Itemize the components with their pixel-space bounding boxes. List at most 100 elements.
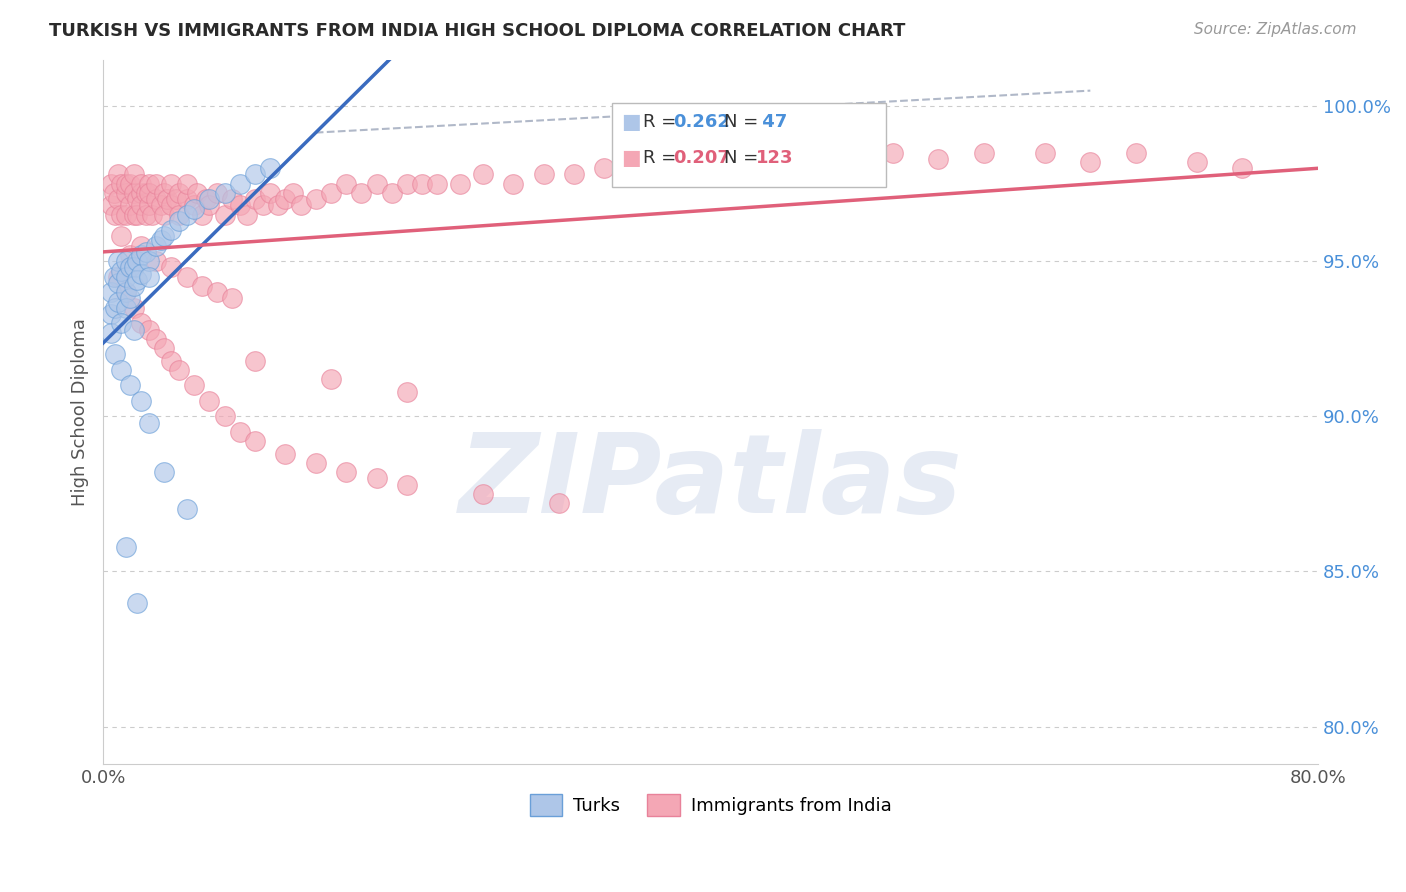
Point [115,186,138,200]
Point [138,177,160,191]
Point [120,292,142,306]
Point [176,502,198,516]
Point [395,477,418,491]
Point [129,248,152,262]
Point [122,260,145,275]
Point [104,301,127,315]
Point [145,177,167,191]
Point [129,186,152,200]
Point [350,186,373,200]
Point [107,167,129,181]
Point [125,192,148,206]
Point [125,273,148,287]
Text: 0.207: 0.207 [673,149,730,167]
Point [115,301,138,315]
Point [145,192,167,206]
Point [335,177,357,191]
Point [1078,155,1101,169]
Point [214,208,236,222]
Point [290,198,312,212]
Point [129,177,152,191]
Point [1125,145,1147,160]
Point [195,192,218,206]
Point [562,167,585,181]
Point [973,145,995,160]
Point [669,155,692,169]
Point [167,208,190,222]
Point [115,285,138,300]
Point [160,353,183,368]
Point [176,269,198,284]
Point [221,192,243,206]
Y-axis label: High School Diploma: High School Diploma [72,318,89,506]
Point [122,167,145,181]
Point [149,233,172,247]
Text: ■: ■ [621,112,641,132]
Point [153,229,176,244]
Text: 47: 47 [756,113,787,131]
Text: ZIPatlas: ZIPatlas [458,429,963,535]
Point [167,186,190,200]
Point [160,177,183,191]
Point [115,254,138,268]
Point [129,393,152,408]
Text: R =: R = [643,149,682,167]
Point [533,167,555,181]
Point [165,192,187,206]
Point [100,198,122,212]
Point [214,186,236,200]
Point [160,260,183,275]
Point [267,198,290,212]
Point [198,192,221,206]
Point [153,186,176,200]
Point [699,161,721,176]
Point [547,496,569,510]
Point [252,198,274,212]
Point [236,208,259,222]
Point [129,238,152,252]
Point [198,198,221,212]
Point [138,198,160,212]
Point [104,208,127,222]
Point [120,260,142,275]
Point [145,238,167,252]
Point [274,192,297,206]
Point [135,244,157,259]
Point [115,269,138,284]
Point [100,326,122,340]
Point [319,372,342,386]
Point [107,294,129,309]
Point [730,155,752,169]
Point [221,292,243,306]
Point [120,248,142,262]
Point [160,198,183,212]
Point [1033,145,1056,160]
Point [100,177,122,191]
Point [191,279,214,293]
Point [411,177,433,191]
Point [120,198,142,212]
Point [198,393,221,408]
Point [153,208,176,222]
Point [110,363,132,377]
Point [366,177,388,191]
Point [122,186,145,200]
Point [122,208,145,222]
Point [100,285,122,300]
Point [243,192,266,206]
Point [623,161,645,176]
Point [153,465,176,479]
Point [104,347,127,361]
Point [305,456,328,470]
Point [167,363,190,377]
Point [243,434,266,449]
Point [176,192,198,206]
Point [122,279,145,293]
Point [125,254,148,268]
Point [100,307,122,321]
Point [135,208,157,222]
Point [138,186,160,200]
Point [107,254,129,268]
Point [125,595,148,609]
Point [122,322,145,336]
